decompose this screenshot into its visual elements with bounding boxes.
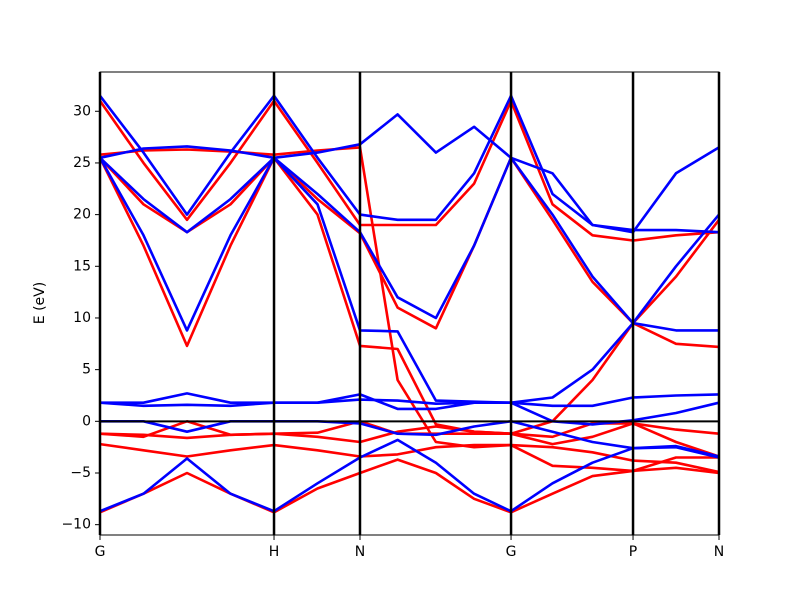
y-tick-label: 25	[73, 155, 91, 171]
x-tick-label: H	[269, 544, 280, 560]
x-tick-label: N	[355, 544, 365, 560]
band-line	[99, 458, 720, 514]
x-tick-label: P	[629, 544, 637, 560]
y-tick-label: 20	[73, 207, 91, 223]
x-tick-label: N	[714, 544, 724, 560]
y-tick-label: −5	[70, 465, 91, 481]
band-line	[99, 156, 721, 330]
y-tick-label: 0	[82, 413, 91, 429]
y-tick-label: 15	[73, 258, 91, 274]
y-tick-label: 10	[73, 310, 91, 326]
band-line	[98, 156, 719, 404]
band-line	[99, 420, 720, 446]
band-line	[98, 99, 720, 242]
y-tick-label: 5	[82, 362, 91, 378]
y-axis-label: E (eV)	[32, 282, 48, 324]
x-tick-label: G	[506, 544, 517, 560]
y-tick-label: 30	[73, 103, 91, 119]
band-line	[100, 420, 720, 458]
band-line	[99, 156, 720, 325]
y-tick-label: −10	[61, 517, 91, 533]
band-line	[98, 156, 720, 435]
x-tick-label: G	[95, 544, 106, 560]
band-line	[99, 438, 720, 513]
band-line	[100, 392, 720, 411]
band-line	[99, 398, 720, 426]
plot-frame	[99, 71, 720, 536]
band-line	[99, 113, 720, 234]
